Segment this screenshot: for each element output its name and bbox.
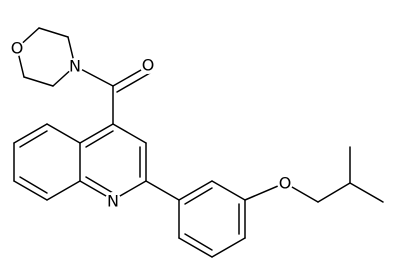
label-bg xyxy=(9,40,25,56)
label-bg xyxy=(67,58,83,74)
label-bg xyxy=(140,58,156,74)
atom-labels: O N O N O xyxy=(9,39,293,211)
label-bg xyxy=(277,175,293,191)
atom-label: N xyxy=(69,57,81,76)
atom-label: O xyxy=(11,39,24,58)
atom-label: N xyxy=(107,192,119,211)
label-bg xyxy=(105,192,121,208)
atom-label: O xyxy=(279,174,292,193)
atom-label: O xyxy=(142,56,155,75)
